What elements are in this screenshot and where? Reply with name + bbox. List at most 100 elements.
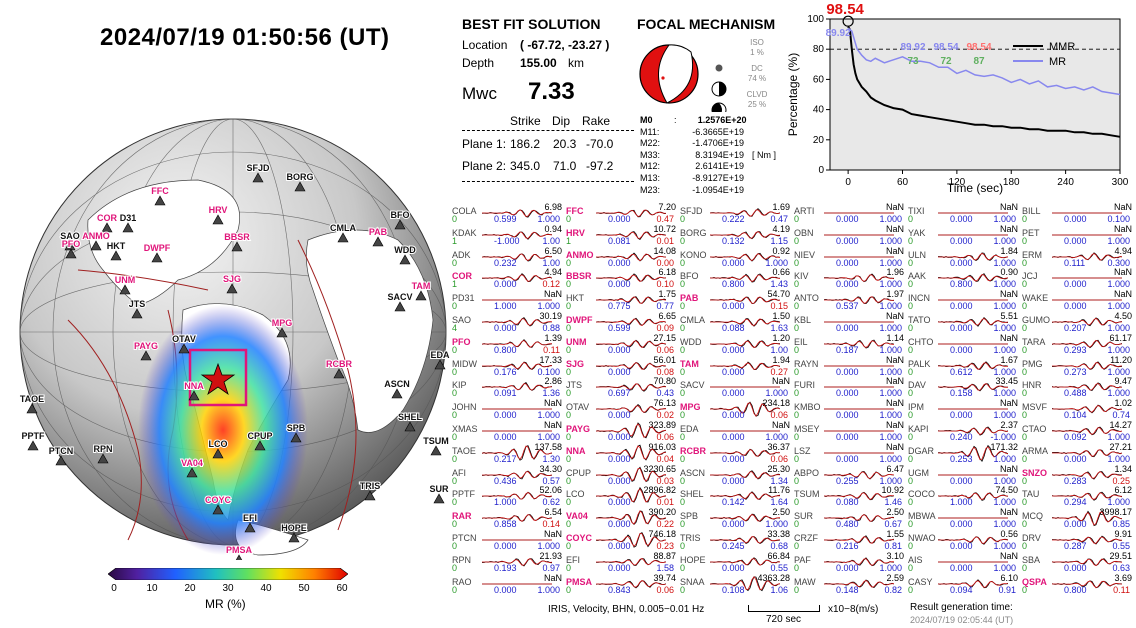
station-cell[interactable]: RAO NaN 0 0.000 1.000 (452, 573, 564, 596)
station-cell[interactable]: PD31 NaN 0 1.000 1.000 (452, 289, 564, 312)
station-cell[interactable]: TSUM 10.92 0 0.080 1.46 (794, 485, 906, 508)
station-cell[interactable]: KDAK 0.94 1 -1.000 1.00 (452, 224, 564, 247)
station-cell[interactable]: EFI 88.87 0 0.000 1.58 (566, 551, 678, 574)
station-cell[interactable]: FFC 7.20 0 0.000 0.47 (566, 202, 678, 225)
station-marker[interactable]: HOPE (280, 522, 308, 543)
station-cell[interactable]: DRV 9.91 0 0.287 0.55 (1022, 529, 1134, 552)
station-marker[interactable]: JTS (128, 298, 146, 319)
station-marker[interactable]: BFO (390, 209, 411, 230)
station-cell[interactable]: COR 4.94 1 0.000 0.12 (452, 267, 564, 290)
station-marker[interactable]: SJG (222, 273, 242, 294)
station-cell[interactable]: PAF 3.10 0 0.000 1.000 (794, 551, 906, 574)
station-marker[interactable]: RCBR (325, 358, 353, 379)
station-cell[interactable]: MSVF 1.02 0 0.104 0.74 (1022, 398, 1134, 421)
station-cell[interactable]: OTAV 76.13 0 0.000 0.02 (566, 398, 678, 421)
station-cell[interactable]: CHTO NaN 0 0.000 1.000 (908, 333, 1020, 356)
station-cell[interactable]: KONO 0.92 0 0.000 1.000 (680, 246, 792, 269)
station-cell[interactable]: MAW 2.59 0 0.148 0.82 (794, 573, 906, 596)
station-marker[interactable]: EFI (242, 512, 258, 533)
station-cell[interactable]: RCBR 36.37 0 0.000 0.06 (680, 442, 792, 465)
station-cell[interactable]: OBN NaN 0 0.000 1.000 (794, 224, 906, 247)
station-cell[interactable]: KIV 1.96 0 0.000 1.000 (794, 267, 906, 290)
station-cell[interactable]: JCJ NaN 0 0.000 1.000 (1022, 267, 1134, 290)
station-cell[interactable]: QSPA 3.69 0 0.800 0.11 (1022, 573, 1134, 596)
station-cell[interactable]: MSEY NaN 0 0.000 1.000 (794, 420, 906, 443)
station-cell[interactable]: PMG 11.20 0 0.273 1.000 (1022, 355, 1134, 378)
station-marker[interactable]: D31 (119, 212, 137, 233)
station-cell[interactable]: NWAO 0.56 0 0.000 1.000 (908, 529, 1020, 552)
station-cell[interactable]: WDD 1.20 0 0.000 1.00 (680, 333, 792, 356)
station-cell[interactable]: CTAO 14.27 0 0.092 1.000 (1022, 420, 1134, 443)
station-cell[interactable]: TARA 61.17 0 0.293 1.000 (1022, 333, 1134, 356)
station-cell[interactable]: XMAS NaN 0 0.000 1.000 (452, 420, 564, 443)
station-cell[interactable]: CASY 6.10 0 0.094 0.91 (908, 573, 1020, 596)
station-marker[interactable]: BBSR (223, 231, 251, 252)
station-marker[interactable]: PPTF (20, 430, 46, 451)
station-marker[interactable]: PAYG (133, 340, 159, 361)
station-cell[interactable]: PFO 1.39 0 0.800 0.11 (452, 333, 564, 356)
station-cell[interactable]: FURI NaN 0 0.000 1.000 (794, 376, 906, 399)
station-marker[interactable]: ANMO (81, 230, 111, 251)
station-cell[interactable]: ABPO 6.47 0 0.255 1.000 (794, 464, 906, 487)
station-cell[interactable]: KMBO NaN 0 0.000 1.000 (794, 398, 906, 421)
station-cell[interactable]: TAM 1.94 0 0.000 0.27 (680, 355, 792, 378)
station-cell[interactable]: KBL NaN 0 0.000 1.000 (794, 311, 906, 334)
station-cell[interactable]: TAOE 137.58 0 0.217 1.30 (452, 442, 564, 465)
station-marker[interactable]: TSUM (422, 435, 450, 456)
station-cell[interactable]: DAV 33.45 0 0.158 1.000 (908, 376, 1020, 399)
station-cell[interactable]: SNAA 4363.28 0 0.108 1.06 (680, 573, 792, 596)
station-marker[interactable]: SUR (428, 483, 450, 504)
station-marker[interactable]: NNA (183, 380, 205, 401)
station-cell[interactable]: UNM 27.15 0 0.000 0.06 (566, 333, 678, 356)
station-cell[interactable]: MBWA NaN 0 0.000 1.000 (908, 507, 1020, 530)
station-cell[interactable]: BILL NaN 0 0.000 0.100 (1022, 202, 1134, 225)
station-cell[interactable]: CMLA 1.50 0 0.088 1.63 (680, 311, 792, 334)
station-cell[interactable]: ERM 4.94 0 0.111 0.300 (1022, 246, 1134, 269)
station-cell[interactable]: BORG 4.19 0 0.132 1.15 (680, 224, 792, 247)
station-cell[interactable]: SPB 2.50 0 0.000 1.000 (680, 507, 792, 530)
station-marker[interactable]: WDD (393, 244, 417, 265)
station-cell[interactable]: SHEL 11.76 0 0.142 1.64 (680, 485, 792, 508)
station-cell[interactable]: DWPF 6.65 0 0.599 0.09 (566, 311, 678, 334)
station-cell[interactable]: ARMA 27.21 0 0.000 1.000 (1022, 442, 1134, 465)
station-cell[interactable]: HKT 1.75 0 0.775 0.77 (566, 289, 678, 312)
station-cell[interactable]: SFJD 1.69 0 0.222 0.47 (680, 202, 792, 225)
station-cell[interactable]: NNA 916.03 0 0.000 0.04 (566, 442, 678, 465)
station-cell[interactable]: SBA 29.51 0 0.000 0.63 (1022, 551, 1134, 574)
station-cell[interactable]: PTCN NaN 0 0.000 1.000 (452, 529, 564, 552)
station-marker[interactable]: PFO (61, 238, 81, 259)
station-marker[interactable]: HRV (208, 204, 228, 225)
station-marker[interactable]: TAOE (19, 393, 45, 414)
station-marker[interactable]: UNM (114, 274, 136, 295)
station-cell[interactable]: PAB 54.70 0 0.000 0.15 (680, 289, 792, 312)
station-marker[interactable]: FFC (150, 185, 170, 206)
station-cell[interactable]: NIEV NaN 0 0.000 1.000 (794, 246, 906, 269)
station-marker[interactable]: DWPF (143, 242, 172, 263)
station-cell[interactable]: BBSR 6.18 0 0.000 0.10 (566, 267, 678, 290)
station-cell[interactable]: EIL 1.14 0 0.187 1.000 (794, 333, 906, 356)
station-marker[interactable]: RPN (92, 443, 114, 464)
station-cell[interactable]: INCN NaN 0 0.000 1.000 (908, 289, 1020, 312)
station-cell[interactable]: TIXI NaN 0 0.000 1.000 (908, 202, 1020, 225)
station-cell[interactable]: HOPE 66.84 0 0.000 0.55 (680, 551, 792, 574)
station-cell[interactable]: BFO 0.66 0 0.800 1.43 (680, 267, 792, 290)
station-marker[interactable]: SAO (59, 230, 81, 251)
station-cell[interactable]: ANTO 1.97 0 0.537 1.000 (794, 289, 906, 312)
station-cell[interactable]: RAR 6.54 0 0.858 0.14 (452, 507, 564, 530)
station-marker[interactable]: HKT (106, 240, 127, 261)
station-marker[interactable]: PAB (368, 226, 389, 247)
station-cell[interactable]: MCQ 3998.17 0 0.000 0.85 (1022, 507, 1134, 530)
station-cell[interactable]: IPM NaN 0 0.000 1.000 (908, 398, 1020, 421)
station-marker[interactable]: LCO (208, 438, 229, 459)
globe-map[interactable]: SFJD BORG FFC BFO HRV COR D31 CMLA PAB SAO ANMO BBS… (8, 70, 468, 601)
station-marker[interactable]: TRIS (359, 480, 381, 501)
station-marker[interactable]: BORG (286, 171, 315, 192)
station-cell[interactable]: TRIS 33.38 0 0.245 0.68 (680, 529, 792, 552)
station-cell[interactable]: WAKE NaN 0 0.000 1.000 (1022, 289, 1134, 312)
station-cell[interactable]: ARTI NaN 0 0.000 1.000 (794, 202, 906, 225)
station-cell[interactable]: AIS NaN 0 0.000 1.000 (908, 551, 1020, 574)
station-cell[interactable]: RAYN NaN 0 0.000 1.000 (794, 355, 906, 378)
station-marker[interactable]: CMLA (329, 222, 357, 243)
station-cell[interactable]: COCO 74.50 0 1.000 1.000 (908, 485, 1020, 508)
station-cell[interactable]: PET NaN 0 0.000 1.000 (1022, 224, 1134, 247)
